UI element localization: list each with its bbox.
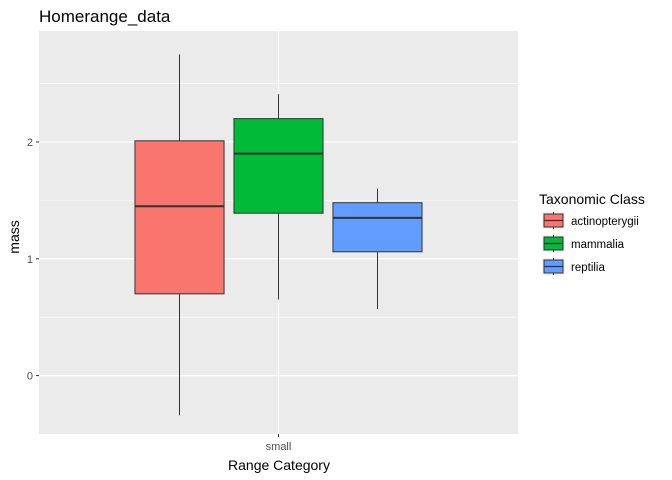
box-body <box>134 140 225 295</box>
y-axis-title: mass <box>6 220 22 253</box>
legend-label: reptilia <box>571 262 605 274</box>
boxes <box>134 54 423 416</box>
legend-label: mammalia <box>571 239 625 251</box>
x-axis-title: Range Category <box>228 457 330 473</box>
legend-item-reptilia: reptilia <box>542 258 605 275</box>
legend-items: actinopterygii mammalia reptilia <box>542 212 639 275</box>
y-tick-label: 1 <box>27 254 33 266</box>
legend: Taxonomic Class actinopterygii mammalia re… <box>539 191 645 275</box>
legend-item-mammalia: mammalia <box>542 235 625 252</box>
legend-title: Taxonomic Class <box>539 191 645 207</box>
box-mammalia <box>233 94 324 300</box>
x-tick-label: small <box>266 441 292 453</box>
box-body <box>233 118 324 214</box>
y-axis: 0 1 2 <box>27 137 39 383</box>
chart-title: Homerange_data <box>39 7 171 26</box>
x-axis: small <box>266 434 292 453</box>
box-reptilia <box>332 188 423 310</box>
y-tick-label: 2 <box>27 137 33 149</box>
legend-item-actinopterygii: actinopterygii <box>542 212 639 229</box>
box-body <box>332 202 423 253</box>
box-actinopterygii <box>134 54 225 416</box>
legend-label: actinopterygii <box>571 216 639 228</box>
y-tick-label: 0 <box>27 371 33 383</box>
